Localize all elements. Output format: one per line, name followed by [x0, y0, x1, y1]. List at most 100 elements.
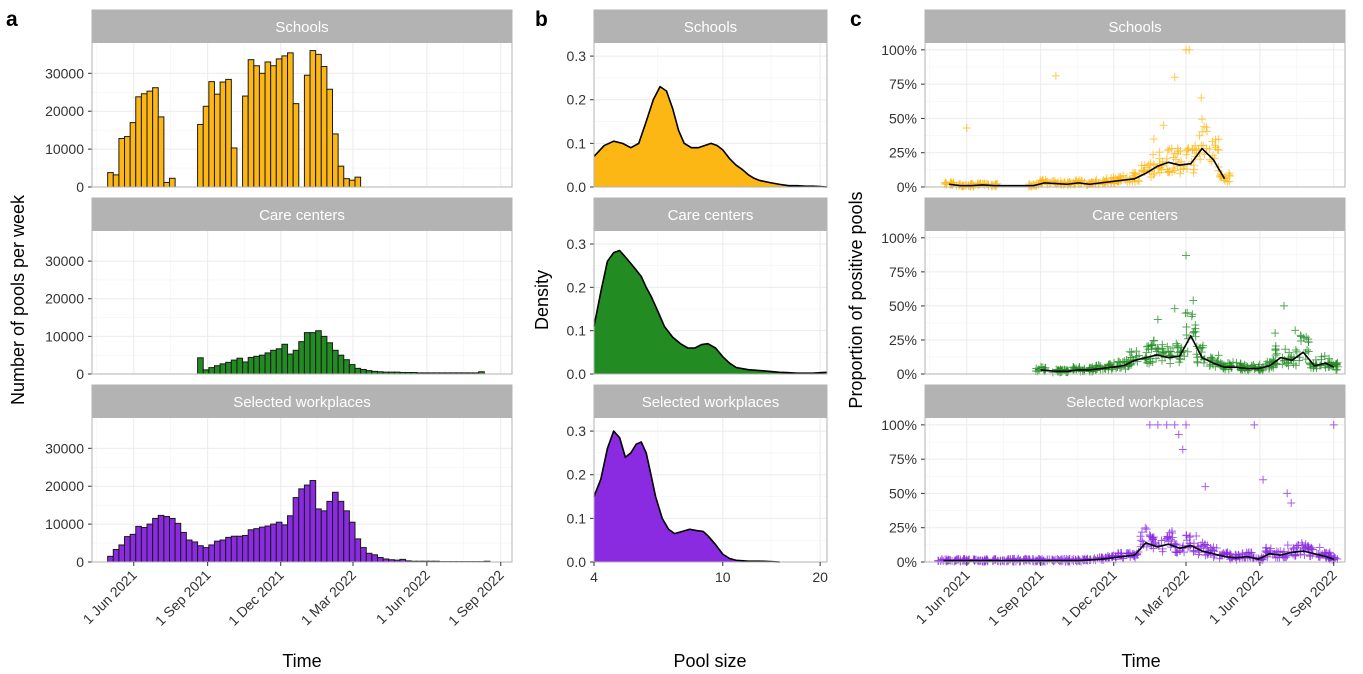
panel-a-bar-selected-workplaces-13 [180, 531, 187, 563]
panel-a-bar-care-centers-19 [213, 365, 221, 375]
panel-a-border-selected-workplaces [91, 384, 513, 563]
panel-b-ytick-label-schools-1: 0.1 [567, 135, 587, 151]
panel-b-ytick-label-care-centers-3: 0.3 [567, 236, 587, 252]
panel-c-outlier-care-centers-6 [1271, 329, 1280, 338]
panel-c-point-selected-workplaces-31-8 [1283, 541, 1292, 550]
panel-a-ytick-label-selected-workplaces-0: 0 [76, 554, 84, 570]
panel-c-point-selected-workplaces-18-8 [1142, 525, 1151, 534]
panel-c-point-schools-19-10 [1189, 168, 1198, 177]
panel-c-point-schools-16-1 [1149, 150, 1158, 159]
panel-c-outlier-care-centers-2 [1170, 304, 1179, 313]
panel-a-bar-schools-21 [225, 78, 232, 188]
panel-c-point-selected-workplaces-18-4 [1141, 523, 1150, 532]
panel-a-strip-label-selected-workplaces: Selected workplaces [233, 394, 371, 411]
panel-a-bar-schools-9 [157, 116, 165, 188]
panel-c-outlier-schools-5 [1197, 93, 1206, 102]
panel-c-point-schools-18-0 [1170, 166, 1179, 175]
panel-c-point-schools-15-13 [1137, 161, 1146, 170]
panel-b-ytick-label-selected-workplaces-1: 0.1 [567, 510, 587, 526]
panel-c-point-care-centers-7-13 [1115, 357, 1124, 366]
panel-c-outlier-selected-workplaces-11 [1287, 499, 1296, 508]
panel-b-ytick-label-care-centers-1: 0.1 [567, 323, 587, 339]
panel-c-outlier-schools-3 [1185, 45, 1194, 54]
panel-a-bar-schools-30 [275, 58, 283, 188]
panel-c-point-schools-19-12 [1189, 161, 1198, 170]
panel-c-point-care-centers-14-9 [1193, 357, 1202, 366]
panel-c-outlier-selected-workplaces-10 [1283, 489, 1292, 498]
panel-c-point-selected-workplaces-29-8 [1266, 544, 1275, 553]
panel-c-point-schools-16-2 [1149, 170, 1158, 179]
panel-a-ytick-label-care-centers-0: 0 [76, 366, 84, 382]
panel-a-bar-care-centers-18 [208, 367, 215, 375]
panel-a-bar-schools-36 [309, 50, 317, 188]
panel-a-bar-selected-workplaces-44 [354, 538, 362, 563]
panel-a-bar-schools-4 [129, 122, 137, 188]
panel-a-ytick-label-schools-0: 0 [76, 179, 84, 195]
panel-a-bar-schools-44 [354, 176, 362, 188]
panel-c-point-selected-workplaces-27-6 [1240, 554, 1249, 563]
panel-a-strip-care-centers [92, 198, 512, 231]
panel-a-bar-care-centers-39 [326, 342, 334, 375]
panel-a-strip-schools [92, 10, 512, 43]
panel-c-point-care-centers-11-8 [1166, 359, 1175, 368]
panel-a-border-care-centers [91, 197, 513, 375]
panel-a-bar-care-centers-29 [270, 349, 277, 375]
panel-c-point-care-centers-9-8 [1142, 355, 1151, 364]
panel-c-xtick-label-5: 1 Sep 2022 [1278, 567, 1340, 629]
panel-a-bar-selected-workplaces-29 [270, 523, 277, 563]
panel-c-point-care-centers-26-13 [1332, 359, 1341, 368]
panel-c-point-schools-15-9 [1146, 159, 1155, 168]
panel-a-bar-care-centers-31 [281, 343, 289, 375]
panel-a-bar-selected-workplaces-7 [146, 523, 154, 563]
panel-a-ytick-label-selected-workplaces-1: 10000 [45, 516, 84, 532]
panel-c-point-schools-21-9 [1211, 143, 1220, 152]
panel-c-point-selected-workplaces-16-13 [1113, 549, 1122, 558]
panel-c-point-schools-19-3 [1182, 150, 1191, 159]
panel-b-density-area-selected-workplaces [594, 431, 780, 562]
panel-c-point-care-centers-14-13 [1198, 343, 1207, 352]
panel-b-density-line-selected-workplaces [593, 430, 780, 563]
panel-c-point-care-centers-8-6 [1133, 357, 1142, 366]
panel-c-point-care-centers-13-12 [1189, 328, 1198, 337]
panel-c-ytick-label-selected-workplaces-0: 0% [897, 554, 917, 570]
panel-c-plot-bg-schools [925, 43, 1345, 187]
panel-a-bar-schools-41 [337, 165, 345, 188]
panel-c-point-care-centers-13-13 [1183, 308, 1192, 317]
panel-c-point-care-centers-10-13 [1149, 336, 1158, 345]
panel-c-point-selected-workplaces-0-13 [934, 556, 943, 565]
panel-a-bar-schools-10 [163, 181, 170, 188]
panel-c-point-care-centers-6-7 [1105, 359, 1114, 368]
panel-b-ytick-label-care-centers-0: 0.0 [567, 366, 587, 382]
panel-c-point-selected-workplaces-19-7 [1147, 537, 1156, 546]
panel-c-point-selected-workplaces-11-13 [1061, 557, 1070, 566]
panel-c-point-schools-22-13 [1225, 177, 1234, 186]
panel-c-point-care-centers-15-10 [1213, 357, 1222, 366]
panel-a-bar-care-centers-17 [202, 369, 210, 375]
panel-a-bar-care-centers-23 [236, 357, 244, 375]
panel-c-point-care-centers-9-11 [1144, 342, 1153, 351]
panel-a-bar-care-centers-37 [315, 330, 322, 375]
panel-c-outlier-selected-workplaces-9 [1201, 482, 1210, 491]
panel-a-bar-schools-25 [247, 59, 255, 188]
panel-c-outlier-selected-workplaces-0 [1145, 420, 1154, 429]
panel-b-strip-schools [594, 10, 827, 43]
panel-c-outlier-selected-workplaces-3 [1170, 420, 1179, 429]
panel-c-point-care-centers-21-7 [1281, 345, 1290, 354]
panel-a-bar-selected-workplaces-27 [258, 526, 266, 563]
panel-c-point-selected-workplaces-20-10 [1167, 529, 1176, 538]
panel-b-border-selected-workplaces [593, 384, 828, 563]
panel-c-point-care-centers-10-7 [1148, 340, 1157, 349]
panel-c-point-selected-workplaces-20-4 [1168, 533, 1177, 542]
panel-a-bar-schools-8 [152, 87, 159, 188]
panel-c-point-schools-15-11 [1142, 163, 1151, 172]
panel-b-ytick-label-schools-0: 0.0 [567, 179, 587, 195]
panel-b-density-area-care-centers [594, 250, 827, 374]
panel-c-point-care-centers-5-9 [1092, 366, 1101, 375]
panel-c-xtick-label-2: 1 Dec 2021 [1058, 567, 1120, 629]
panel-a-bar-selected-workplaces-38 [320, 510, 328, 563]
panel-c-point-selected-workplaces-23-13 [1194, 550, 1203, 559]
panel-c-point-selected-workplaces-32-7 [1300, 551, 1309, 560]
panel-c-xlabel: Time [1121, 651, 1160, 671]
panel-a-strip-label-care-centers: Care centers [259, 207, 345, 224]
panel-c-point-care-centers-11-13 [1168, 343, 1177, 352]
